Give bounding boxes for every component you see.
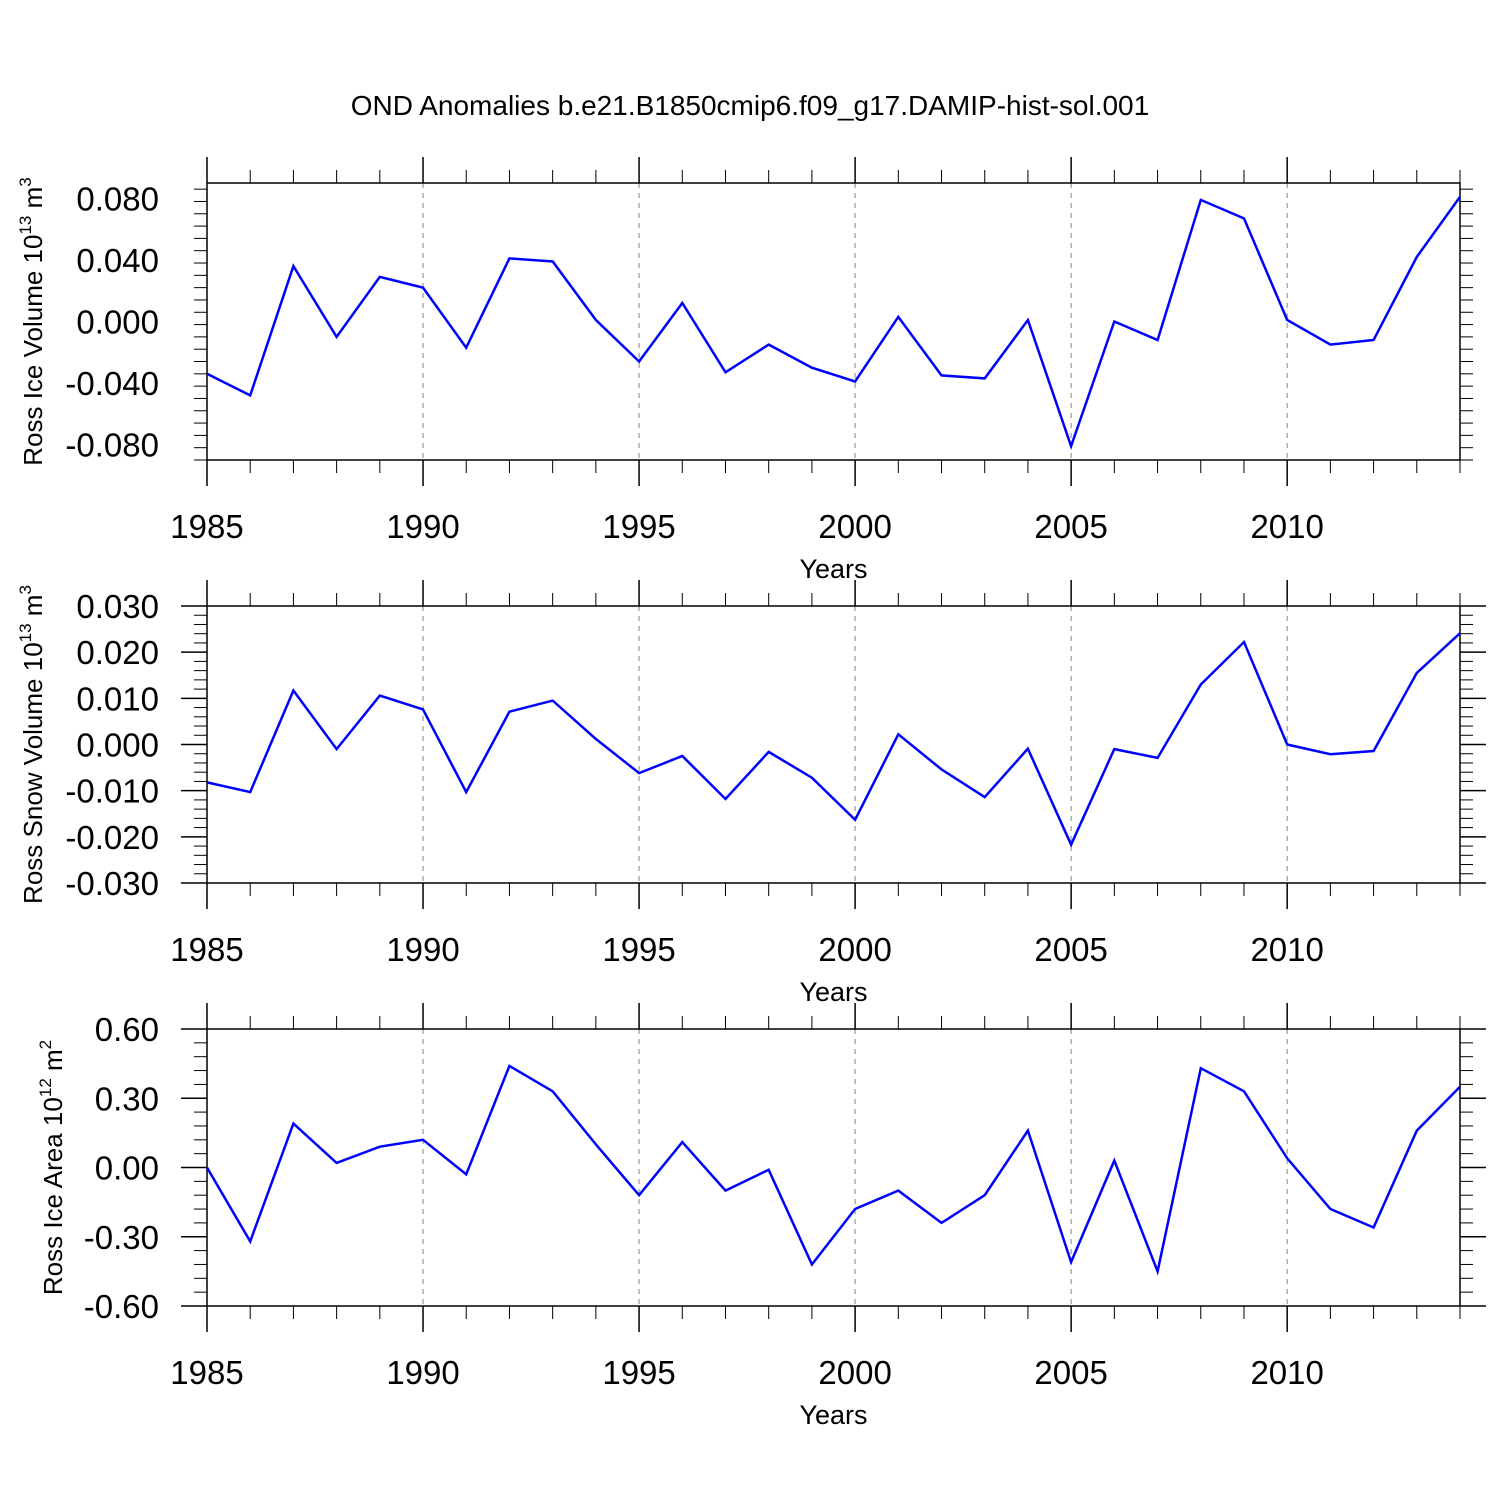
x-tick-label: 2010 bbox=[1250, 1354, 1323, 1391]
x-tick-label: 1985 bbox=[170, 931, 243, 968]
x-tick-label: 2010 bbox=[1250, 508, 1323, 545]
y-tick-label: 0.010 bbox=[76, 680, 159, 717]
y-axis-label: Ross Ice Area 1012 m2 bbox=[36, 1040, 68, 1295]
y-axis-label: Ross Ice Volume 1013 m3 bbox=[16, 177, 48, 466]
figure-title: OND Anomalies b.e21.B1850cmip6.f09_g17.D… bbox=[350, 90, 1150, 121]
plot-frame bbox=[206, 1028, 1461, 1307]
y-tick-label: -0.080 bbox=[65, 427, 159, 464]
x-axis-label: Years bbox=[799, 1400, 867, 1430]
y-tick-label: -0.30 bbox=[84, 1219, 159, 1256]
x-axis-label: Years bbox=[799, 554, 867, 584]
y-tick-label: 0.000 bbox=[76, 727, 159, 764]
x-tick-label: 2000 bbox=[818, 1354, 891, 1391]
y-tick-label: 0.020 bbox=[76, 634, 159, 671]
y-tick-label: -0.040 bbox=[65, 365, 159, 402]
y-tick-label: 0.30 bbox=[95, 1080, 159, 1117]
series-line bbox=[206, 632, 1461, 848]
x-tick-label: 1990 bbox=[386, 931, 459, 968]
y-axis-label: Ross Snow Volume 1013 m3 bbox=[16, 585, 48, 904]
x-tick-label: 2005 bbox=[1034, 1354, 1107, 1391]
y-tick-label: -0.60 bbox=[84, 1288, 159, 1325]
x-tick-label: 2005 bbox=[1034, 508, 1107, 545]
plot-frame bbox=[206, 182, 1461, 461]
x-tick-label: 2000 bbox=[818, 508, 891, 545]
plot-frame bbox=[206, 605, 1461, 884]
series-line bbox=[205, 1064, 1461, 1276]
y-tick-label: -0.020 bbox=[65, 819, 159, 856]
x-tick-label: 2005 bbox=[1034, 931, 1107, 968]
snow-volume-panel: 1985 1990 1995 2000 2005 2010 Years 0.030 0.020 0… bbox=[16, 580, 1486, 1007]
y-tick-label: 0.080 bbox=[76, 180, 159, 217]
x-tick-label: 2010 bbox=[1250, 931, 1323, 968]
y-tick-label: -0.030 bbox=[65, 865, 159, 902]
y-tick-label: -0.010 bbox=[65, 773, 159, 810]
x-tick-label: 1995 bbox=[602, 1354, 675, 1391]
x-tick-label: 1990 bbox=[386, 508, 459, 545]
x-tick-label: 1985 bbox=[170, 1354, 243, 1391]
y-tick-label: 0.040 bbox=[76, 242, 159, 279]
ice-volume-panel: 1985 1990 1995 2000 2005 2010 Years 0.080 0.040 0… bbox=[16, 157, 1473, 584]
series-line bbox=[206, 196, 1462, 451]
x-axis-label: Years bbox=[799, 977, 867, 1007]
y-tick-label: 0.00 bbox=[95, 1150, 159, 1187]
x-tick-label: 1985 bbox=[170, 508, 243, 545]
x-tick-label: 2000 bbox=[818, 931, 891, 968]
x-tick-label: 1990 bbox=[386, 1354, 459, 1391]
y-tick-label: 0.000 bbox=[76, 304, 159, 341]
x-tick-label: 1995 bbox=[602, 931, 675, 968]
y-tick-label: 0.030 bbox=[76, 588, 159, 625]
y-tick-label: 0.60 bbox=[95, 1011, 159, 1048]
ice-area-panel: 1985 1990 1995 2000 2005 2010 Years 0.60 0.30 0.0… bbox=[36, 1003, 1486, 1430]
x-tick-label: 1995 bbox=[602, 508, 675, 545]
